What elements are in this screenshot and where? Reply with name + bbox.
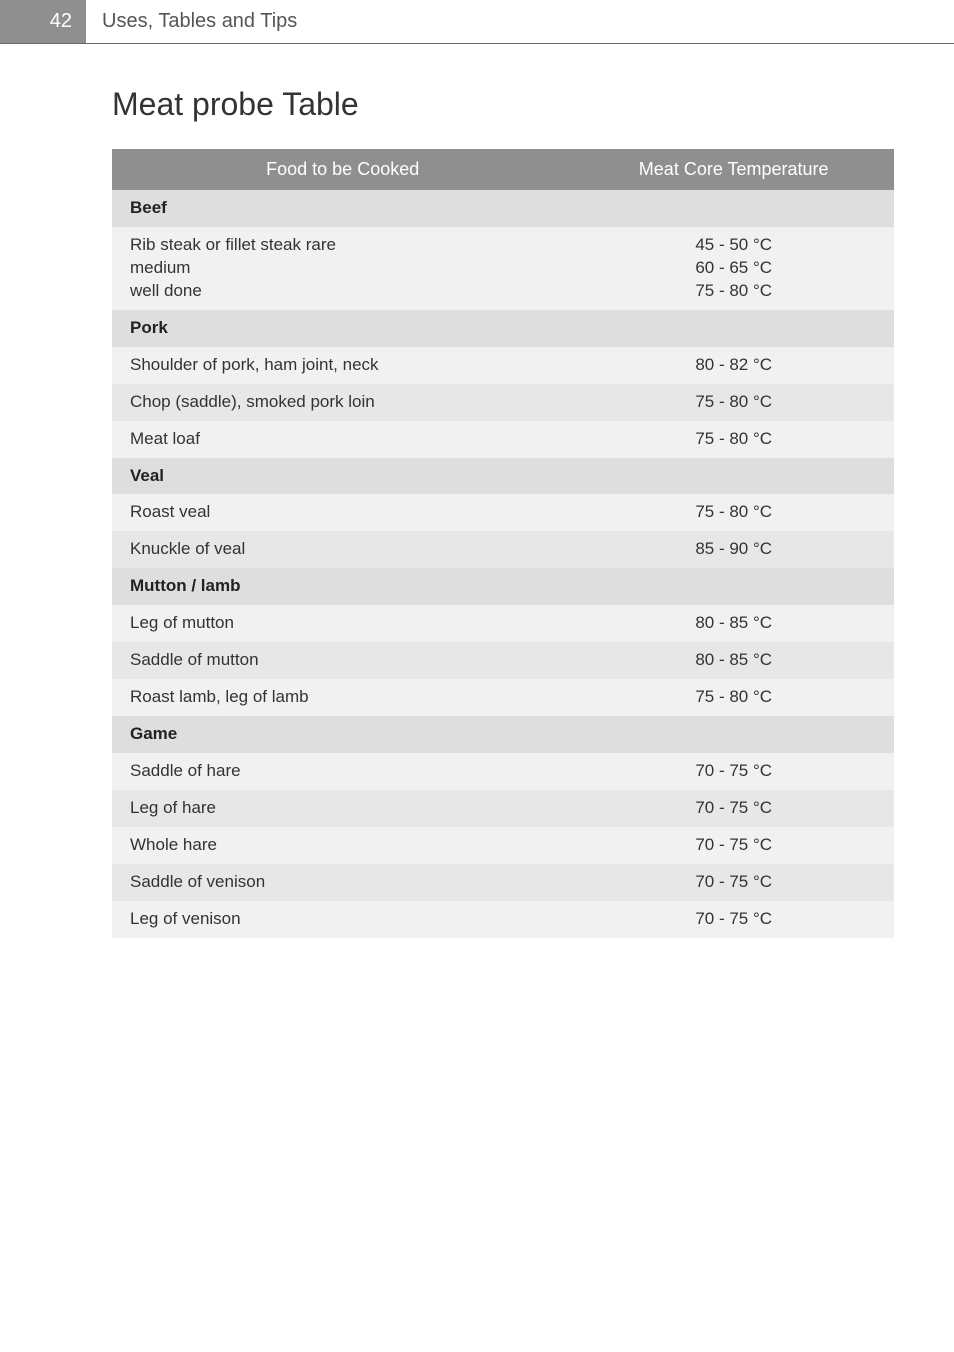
table-row: Saddle of venison70 - 75 °C <box>112 864 894 901</box>
temperature-cell: 75 - 80 °C <box>573 679 894 716</box>
temperature-cell: 70 - 75 °C <box>573 864 894 901</box>
food-cell: Leg of mutton <box>112 605 573 642</box>
header-row: Food to be Cooked Meat Core Temperature <box>112 149 894 190</box>
food-cell: Rib steak or fillet steak rare medium we… <box>112 227 573 310</box>
food-cell: Saddle of hare <box>112 753 573 790</box>
temperature-cell: 45 - 50 °C 60 - 65 °C 75 - 80 °C <box>573 227 894 310</box>
temperature-cell: 85 - 90 °C <box>573 531 894 568</box>
page: 42 Uses, Tables and Tips Meat probe Tabl… <box>0 0 954 938</box>
food-cell: Roast veal <box>112 494 573 531</box>
temperature-cell: 80 - 85 °C <box>573 605 894 642</box>
col-temp-header: Meat Core Temperature <box>573 149 894 190</box>
table-row: Knuckle of veal85 - 90 °C <box>112 531 894 568</box>
table-row: Rib steak or fillet steak rare medium we… <box>112 227 894 310</box>
food-cell: Leg of hare <box>112 790 573 827</box>
food-cell: Chop (saddle), smoked pork loin <box>112 384 573 421</box>
food-cell: Whole hare <box>112 827 573 864</box>
temperature-cell: 70 - 75 °C <box>573 753 894 790</box>
table-row: Leg of hare70 - 75 °C <box>112 790 894 827</box>
table-section-row: Game <box>112 716 894 753</box>
breadcrumb: Uses, Tables and Tips <box>86 10 297 33</box>
table-section-row: Pork <box>112 310 894 347</box>
temperature-cell: 75 - 80 °C <box>573 421 894 458</box>
table-row: Meat loaf75 - 80 °C <box>112 421 894 458</box>
table-row: Saddle of hare70 - 75 °C <box>112 753 894 790</box>
table-section-row: Mutton / lamb <box>112 568 894 605</box>
table-section-row: Beef <box>112 190 894 227</box>
table-row: Whole hare70 - 75 °C <box>112 827 894 864</box>
page-title: Meat probe Table <box>112 86 894 123</box>
temperature-cell: 70 - 75 °C <box>573 790 894 827</box>
table-row: Saddle of mutton80 - 85 °C <box>112 642 894 679</box>
food-cell: Roast lamb, leg of lamb <box>112 679 573 716</box>
page-number: 42 <box>0 0 86 43</box>
temperature-cell: 75 - 80 °C <box>573 384 894 421</box>
table-row: Shoulder of pork, ham joint, neck80 - 82… <box>112 347 894 384</box>
table-section-row: Veal <box>112 458 894 495</box>
header-bar: 42 Uses, Tables and Tips <box>0 0 954 44</box>
table-header: Food to be Cooked Meat Core Temperature <box>112 149 894 190</box>
food-cell: Shoulder of pork, ham joint, neck <box>112 347 573 384</box>
table-row: Roast veal75 - 80 °C <box>112 494 894 531</box>
col-food-header: Food to be Cooked <box>112 149 573 190</box>
section-label: Mutton / lamb <box>112 568 894 605</box>
temperature-cell: 75 - 80 °C <box>573 494 894 531</box>
table-row: Roast lamb, leg of lamb75 - 80 °C <box>112 679 894 716</box>
section-label: Veal <box>112 458 894 495</box>
temperature-cell: 80 - 85 °C <box>573 642 894 679</box>
meat-probe-table: Food to be Cooked Meat Core Temperature … <box>112 149 894 938</box>
temperature-cell: 70 - 75 °C <box>573 827 894 864</box>
table-row: Chop (saddle), smoked pork loin75 - 80 °… <box>112 384 894 421</box>
section-label: Game <box>112 716 894 753</box>
table-row: Leg of venison70 - 75 °C <box>112 901 894 938</box>
content-area: Meat probe Table Food to be Cooked Meat … <box>0 86 954 938</box>
food-cell: Saddle of mutton <box>112 642 573 679</box>
temperature-cell: 70 - 75 °C <box>573 901 894 938</box>
food-cell: Leg of venison <box>112 901 573 938</box>
food-cell: Saddle of venison <box>112 864 573 901</box>
food-cell: Knuckle of veal <box>112 531 573 568</box>
section-label: Pork <box>112 310 894 347</box>
temperature-cell: 80 - 82 °C <box>573 347 894 384</box>
food-cell: Meat loaf <box>112 421 573 458</box>
table-row: Leg of mutton80 - 85 °C <box>112 605 894 642</box>
table-body: BeefRib steak or fillet steak rare mediu… <box>112 190 894 938</box>
section-label: Beef <box>112 190 894 227</box>
